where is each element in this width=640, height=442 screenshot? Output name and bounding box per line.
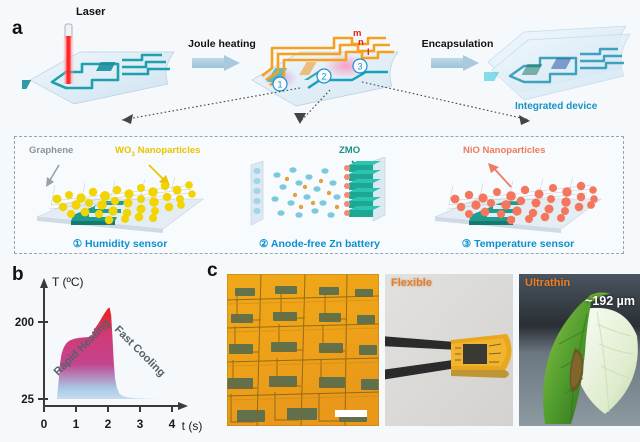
temperature-sensor-caption: ③ Temperature sensor (461, 238, 575, 250)
y-tick-25: 25 (21, 394, 34, 406)
laser-writing-illustration (22, 23, 175, 105)
panel-c: c (205, 258, 640, 442)
laser-label: Laser (76, 6, 106, 18)
x-tick-3: 3 (137, 417, 144, 431)
temperature-sensor-illustration (434, 163, 602, 233)
x-tick-2: 2 (105, 417, 112, 431)
panel-c-letter: c (207, 260, 218, 281)
flexible-device-photo: Flexible (385, 274, 513, 426)
humidity-sensor-illustration (36, 164, 204, 233)
integrated-device-illustration (484, 25, 631, 101)
zn-battery-cell: ZMO (227, 137, 412, 255)
x-tick-0: 0 (41, 417, 48, 431)
ultrathin-device-photo: Ultrathin ~192 µm (519, 274, 640, 426)
electrode-label-n: n (358, 32, 364, 50)
nio-nanoparticles-label: NiO Nanoparticles (463, 145, 546, 156)
panel-b-letter: b (12, 264, 24, 285)
x-axis-label: t (s) (182, 419, 203, 433)
joule-heating-step: Joule heating (172, 38, 272, 71)
svg-text:3: 3 (357, 62, 362, 72)
electrode-label-l-text: l (367, 47, 370, 58)
humidity-sensor-cell: Graphene WO3 Nanoparticles (15, 137, 225, 255)
encapsulation-label: Encapsulation (421, 38, 494, 50)
encapsulation-arrow-icon (431, 55, 479, 71)
humidity-sensor-caption: ① Humidity sensor (72, 238, 168, 250)
fast-cooling-annotation: Fast Cooling (112, 324, 168, 380)
electrode-label-m-text: m (353, 28, 362, 39)
svg-text:2: 2 (321, 72, 326, 82)
graphene-label: Graphene (29, 145, 74, 156)
svg-text:1: 1 (277, 80, 282, 90)
electrode-label-n-text: n (358, 37, 364, 48)
zn-battery-illustration (250, 157, 386, 226)
sensor-detail-box: Graphene WO3 Nanoparticles (14, 136, 624, 254)
electrode-label-m: m (353, 23, 361, 41)
ultrathin-device-image (519, 274, 640, 426)
joule-heating-label: Joule heating (188, 38, 256, 50)
encapsulation-step: Encapsulation (405, 38, 510, 71)
y-tick-200: 200 (15, 317, 34, 329)
flexible-device-image (385, 274, 513, 426)
x-tick-1: 1 (73, 417, 80, 431)
flexible-tag: Flexible (391, 277, 432, 289)
joule-heated-device-illustration: 1 2 3 (251, 36, 399, 107)
electrode-label-l: l (367, 42, 370, 60)
panel-a-letter: a (12, 18, 23, 39)
zn-battery-caption: ② Anode-free Zn battery (258, 238, 381, 250)
joule-heating-arrow-icon (192, 55, 240, 71)
panel-a: a Laser (0, 0, 640, 125)
temperature-curve-area (44, 307, 172, 399)
x-tick-4: 4 (169, 417, 176, 431)
temperature-profile-chart: 200 25 0 1 2 3 4 T (ºC) t (s) Rapid Heat… (15, 275, 203, 433)
connector-arrows (121, 81, 531, 125)
zmo-label: ZMO (339, 145, 361, 156)
panel-b: b 200 25 (6, 258, 206, 442)
y-axis-label: T (ºC) (52, 275, 84, 289)
ultrathin-tag: Ultrathin (525, 277, 571, 289)
thickness-label: ~192 µm (585, 294, 635, 308)
scale-bar (335, 410, 367, 417)
temperature-sensor-cell: NiO Nanoparticles (413, 137, 623, 255)
device-array-photo (227, 274, 379, 426)
device-array-image (227, 274, 379, 426)
integrated-device-label: Integrated device (515, 101, 598, 112)
wo3-nanoparticles-label: WO3 Nanoparticles (115, 145, 201, 158)
